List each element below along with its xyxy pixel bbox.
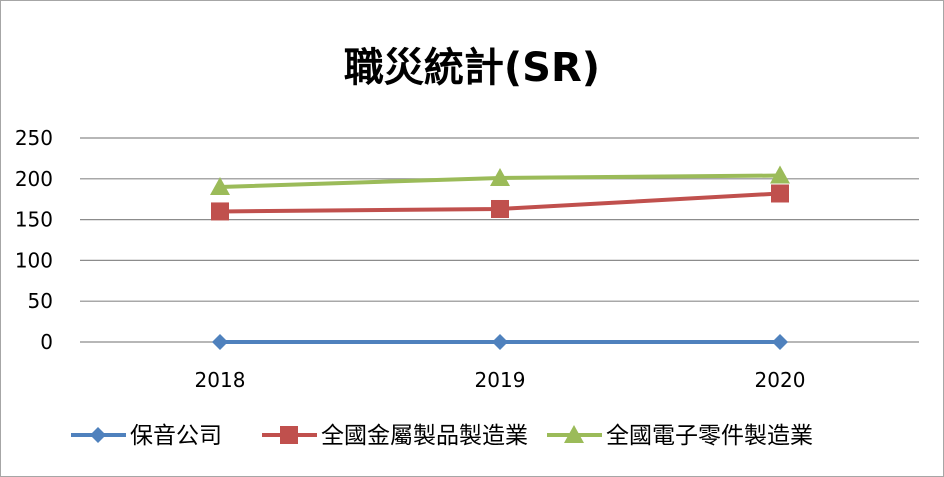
- data-point: [211, 202, 229, 221]
- y-axis-ticks: 0 50 100 150 200 250: [15, 126, 53, 354]
- legend-marker: [90, 427, 106, 443]
- legend-label: 保音公司: [130, 423, 222, 449]
- legend-label: 全國電子零件製造業: [606, 423, 813, 449]
- x-tick-label: 2019: [475, 368, 526, 392]
- x-tick-label: 2018: [195, 368, 246, 392]
- y-tick-label: 200: [15, 167, 53, 191]
- y-tick-label: 50: [28, 289, 53, 313]
- y-tick-label: 0: [40, 330, 53, 354]
- legend-item: 全國金屬製品製造業: [262, 423, 528, 449]
- data-point: [210, 176, 230, 195]
- chart-title: 職災統計(SR): [344, 45, 600, 91]
- legend-marker: [564, 425, 584, 443]
- legend-marker: [280, 426, 298, 444]
- series-diamond: [212, 334, 788, 350]
- legend-item: 全國電子零件製造業: [547, 423, 813, 449]
- y-tick-label: 150: [15, 208, 53, 232]
- series-triangle: [210, 165, 790, 195]
- data-point: [491, 199, 509, 218]
- gridlines: [80, 137, 919, 343]
- series-lines: [210, 165, 790, 350]
- x-tick-label: 2020: [755, 368, 806, 392]
- data-point: [772, 334, 788, 350]
- legend-item: 保音公司: [71, 423, 222, 449]
- y-tick-label: 250: [15, 126, 53, 150]
- data-point: [490, 167, 510, 186]
- data-point: [492, 334, 508, 350]
- series-square: [211, 184, 789, 221]
- legend: 保音公司 全國金屬製品製造業 全國電子零件製造業: [71, 423, 813, 449]
- x-axis-ticks: 2018 2019 2020: [195, 368, 806, 392]
- y-tick-label: 100: [15, 248, 53, 272]
- data-point: [771, 184, 789, 203]
- data-point: [212, 334, 228, 350]
- legend-label: 全國金屬製品製造業: [321, 423, 528, 449]
- data-point: [770, 165, 790, 184]
